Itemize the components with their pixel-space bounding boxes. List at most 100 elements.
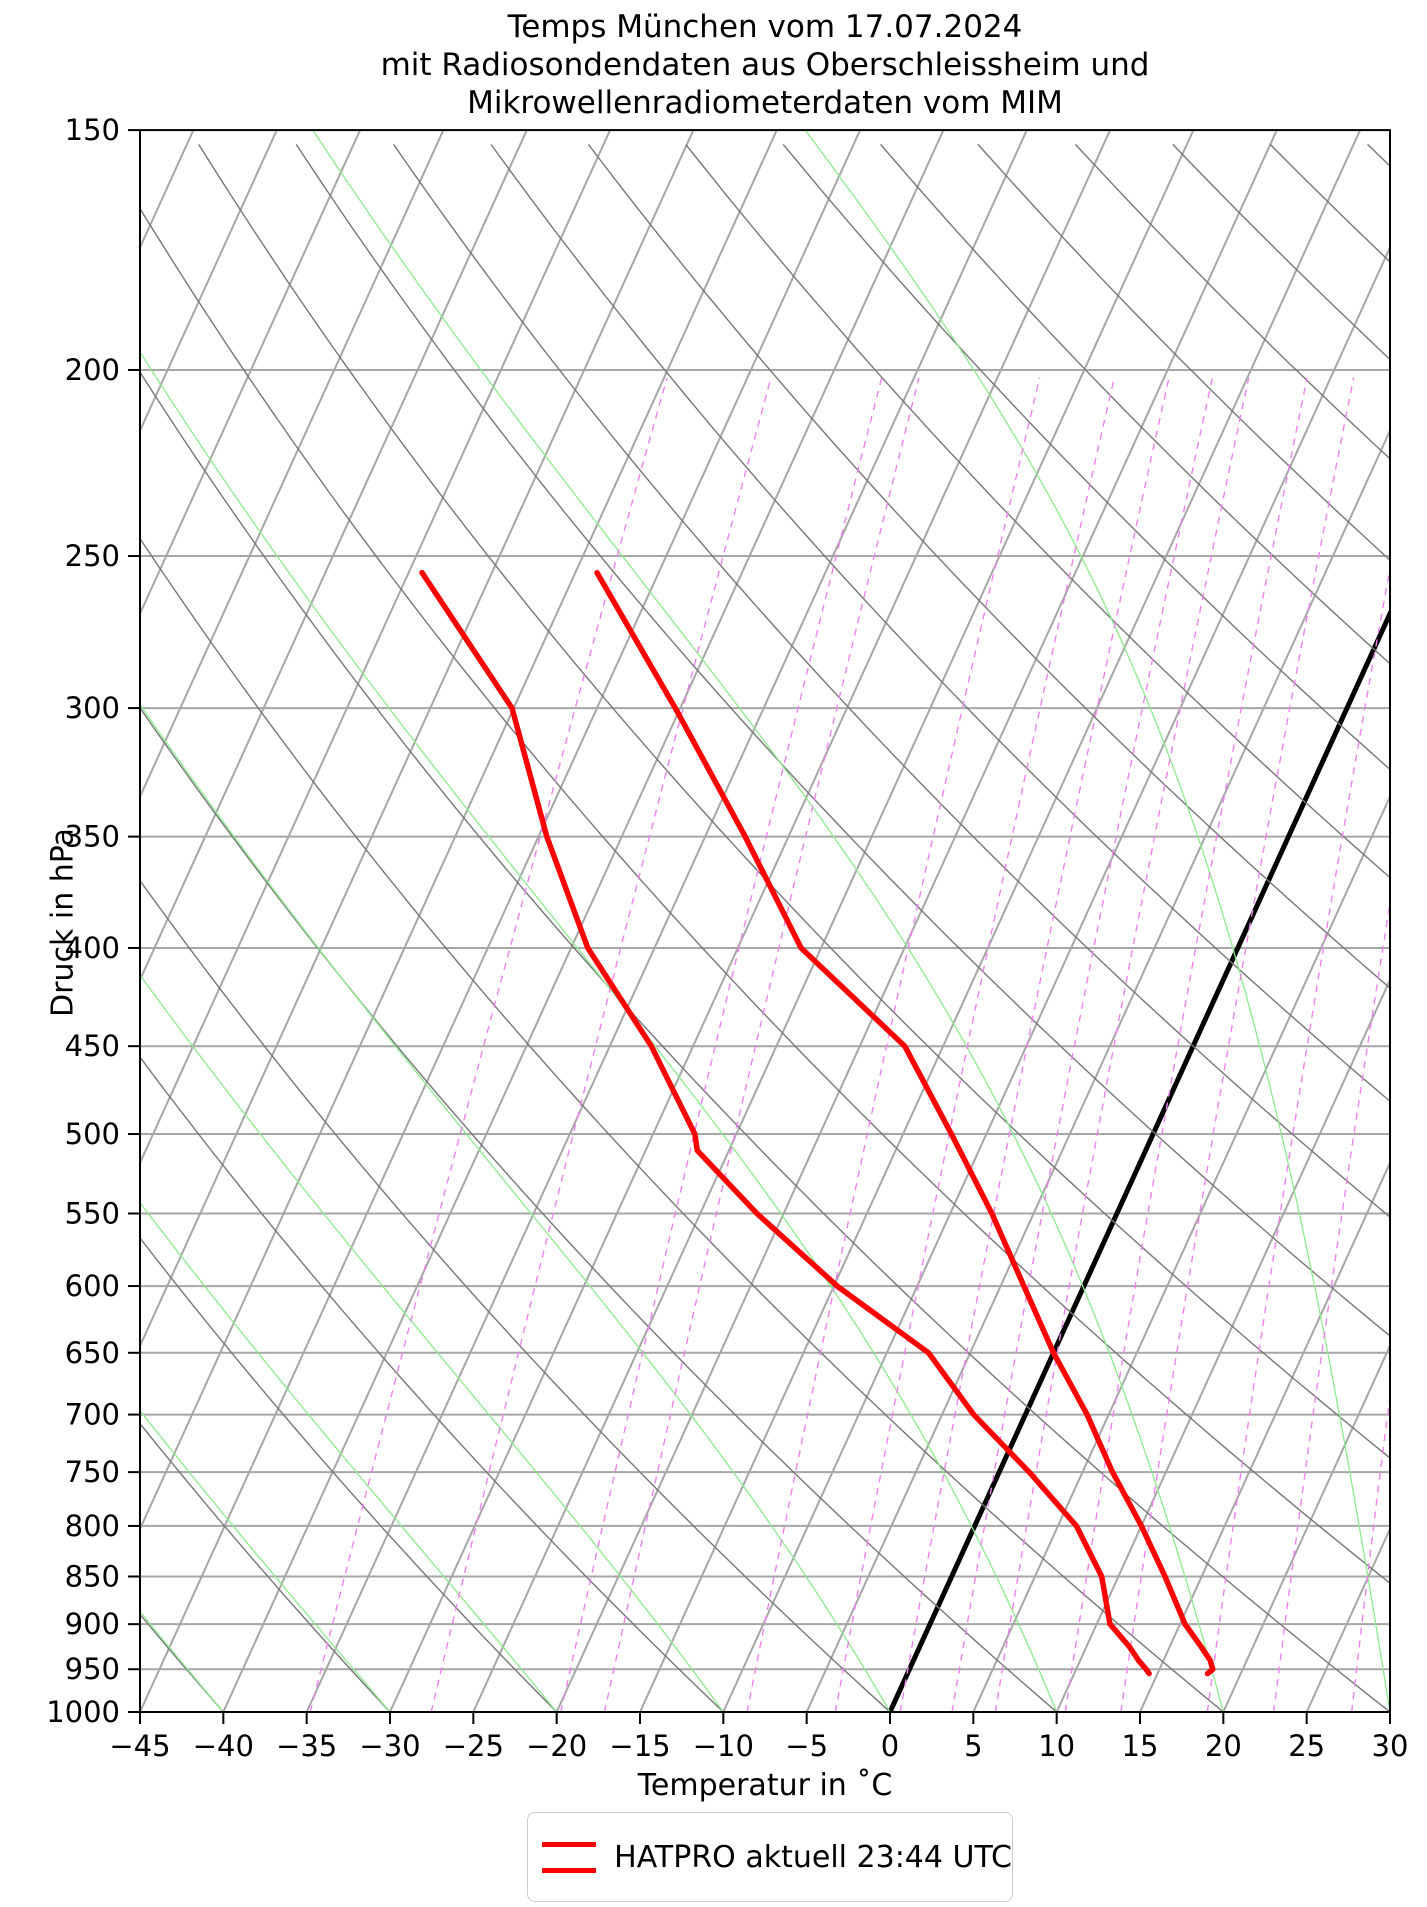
isotherm-line [555, 130, 1278, 1712]
y-tick-label: 400 [65, 931, 120, 965]
x-tick-label: −10 [693, 1729, 754, 1763]
y-tick-label: 900 [65, 1607, 120, 1641]
mixing-ratio-line [1064, 377, 1308, 1712]
isotherm-line [305, 130, 1028, 1712]
moist-adiabat-line [140, 973, 724, 1712]
dry-adiabat-line [490, 143, 1390, 1103]
mixing-ratio-line [746, 377, 1041, 1712]
title-line-3: Mikrowellenradiometerdaten vom MIM [467, 85, 1063, 121]
x-axis-label: Temperatur in ˚C [637, 1768, 893, 1803]
y-axis-label: Druck in hPa [45, 828, 81, 1017]
y-tick-label: 200 [65, 353, 120, 387]
isotherm-line [472, 130, 1195, 1712]
isotherm-line [805, 428, 1390, 1712]
mixing-ratio-line [560, 377, 883, 1712]
mixing-ratio-line [1273, 899, 1390, 1712]
y-tick-label: 450 [65, 1029, 120, 1063]
y-tick-label: 550 [65, 1196, 120, 1230]
mixing-ratio-line [899, 377, 1170, 1712]
y-tick-label: 500 [65, 1117, 120, 1151]
isotherm-line [140, 130, 362, 617]
isotherm-line [639, 130, 1362, 1712]
x-tick-label: 5 [964, 1729, 982, 1763]
dry-adiabat-line [140, 879, 891, 1712]
mixing-ratio-line [1120, 377, 1355, 1712]
dry-adiabat-line [977, 143, 1390, 562]
moist-adiabat-line [312, 130, 1224, 1712]
dry-adiabat-line [685, 143, 1390, 879]
isotherm-line [1305, 1526, 1390, 1712]
y-tick-label: 600 [65, 1269, 120, 1303]
title-line-2: mit Radiosondendaten aus Oberschleisshei… [380, 47, 1150, 83]
isotherm-line [389, 130, 1112, 1712]
moist-adiabat-line [140, 1409, 391, 1712]
dry-adiabat-line [140, 537, 1224, 1712]
x-tick-label: 20 [1205, 1729, 1242, 1763]
moist-adiabat-line [804, 130, 1390, 1712]
mixing-ratio-line [834, 377, 1115, 1712]
y-tick-label: 300 [65, 691, 120, 725]
plot-area [0, 130, 1390, 1712]
moist-adiabat-line [140, 703, 891, 1712]
isotherm-line [140, 130, 445, 800]
isotherm-line [140, 130, 612, 1166]
mixing-ratio-line [994, 377, 1250, 1712]
y-tick-label: 1000 [46, 1695, 120, 1729]
dry-adiabat-line [782, 143, 1390, 771]
x-tick-label: 25 [1288, 1729, 1325, 1763]
dewpoint-profile-line [419, 569, 1152, 1677]
legend-temperature-line-icon [542, 1841, 597, 1847]
y-tick-label: 750 [65, 1455, 120, 1489]
legend-label: HATPRO aktuell 23:44 UTC [614, 1839, 1012, 1875]
dry-adiabat-line [140, 1055, 724, 1712]
isotherm-line [140, 130, 778, 1532]
y-tick-label: 250 [65, 539, 120, 573]
dry-adiabat-line [587, 143, 1390, 990]
dry-adiabat-line [140, 370, 1390, 1712]
x-tick-label: −15 [609, 1729, 670, 1763]
isotherm-line [140, 130, 528, 983]
x-tick-label: 30 [1372, 1729, 1409, 1763]
dry-adiabat-line [140, 207, 1390, 1585]
legend-line-swatch [542, 1841, 597, 1873]
axes-border [139, 129, 1391, 1713]
x-tick-label: −45 [109, 1729, 170, 1763]
dry-adiabat-line [1074, 143, 1390, 460]
dry-adiabat-line [1367, 143, 1390, 168]
isotherm-line [222, 130, 945, 1712]
x-tick-label: −40 [193, 1729, 254, 1763]
moist-adiabat-line [140, 350, 1058, 1712]
mixing-ratio-line [603, 377, 920, 1712]
isotherm-line [1139, 1160, 1390, 1712]
mixing-ratio-line [1351, 1390, 1390, 1712]
x-tick-label: 0 [881, 1729, 899, 1763]
y-tick-label: 950 [65, 1652, 120, 1686]
dry-adiabat-line [295, 144, 1390, 1337]
dry-adiabat-line [198, 144, 1390, 1459]
dry-adiabat-line [1269, 143, 1390, 263]
title-line-1: Temps München vom 17.07.2024 [507, 9, 1023, 45]
isotherm-line [722, 244, 1390, 1712]
mixing-ratio-line [1206, 564, 1390, 1712]
y-tick-label: 850 [65, 1559, 120, 1593]
dry-adiabat-line [140, 706, 1058, 1712]
x-tick-label: 15 [1122, 1729, 1159, 1763]
isotherm-line [0, 130, 27, 1712]
isotherm-line [1222, 1343, 1390, 1712]
isotherm-line [1055, 977, 1390, 1712]
dry-adiabat-line [140, 1422, 391, 1712]
isotherm-line [140, 130, 862, 1712]
x-tick-label: −25 [443, 1729, 504, 1763]
dry-adiabat-line [1172, 143, 1390, 361]
y-tick-label: 700 [65, 1398, 120, 1432]
dry-adiabat-line [880, 143, 1390, 665]
y-tick-label: 350 [65, 820, 120, 854]
mixing-ratio-line [430, 377, 772, 1712]
x-tick-label: −30 [359, 1729, 420, 1763]
dry-adiabat-line [140, 1236, 558, 1712]
moist-adiabat-line [140, 1201, 558, 1712]
y-tick-label: 800 [65, 1509, 120, 1543]
isotherm-line [972, 794, 1390, 1712]
